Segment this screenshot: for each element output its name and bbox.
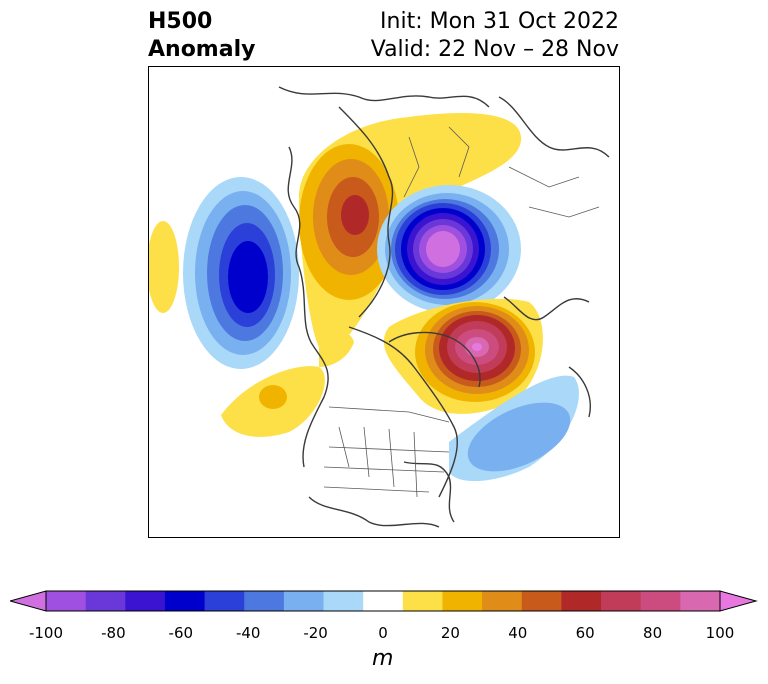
colorbar-bin	[363, 591, 404, 611]
valid-range-label: Valid: 22 Nov – 28 Nov	[370, 37, 619, 62]
colorbar-bin	[640, 591, 681, 611]
colorbar-tick-label: 20	[440, 624, 460, 642]
colorbar-tick-label: 0	[378, 624, 388, 642]
anomaly-contours	[149, 113, 579, 482]
init-time-label: Init: Mon 31 Oct 2022	[380, 9, 619, 34]
colorbar-tick-label: -40	[235, 624, 261, 642]
colorbar-tick-label: 100	[705, 624, 735, 642]
colorbar-bin	[521, 591, 562, 611]
colorbar-bin	[323, 591, 364, 611]
colorbar-max-extend	[719, 590, 758, 612]
colorbar-tick-label: -20	[303, 624, 328, 642]
colorbar-bin	[601, 591, 642, 611]
colorbar-bin	[164, 591, 206, 611]
colorbar-bin	[442, 591, 483, 611]
colorbar-bin	[482, 591, 523, 611]
colorbar-bin	[680, 591, 721, 611]
coastlines	[278, 86, 610, 528]
valid-time-header: Init: Mon 31 Oct 2022 Valid: 22 Nov – 28…	[371, 8, 619, 64]
colorbar-bins	[46, 591, 721, 611]
colorbar-min-extend	[10, 590, 47, 612]
colorbar	[10, 590, 758, 612]
colorbar-bin	[85, 591, 126, 611]
colorbar-bin	[283, 591, 325, 611]
colorbar-bin	[125, 591, 166, 611]
colorbar-bin	[561, 591, 602, 611]
political-borders	[323, 126, 600, 498]
map-title: H500 Anomaly	[148, 8, 255, 64]
colorbar-bin	[402, 591, 443, 611]
title-line-type: Anomaly	[148, 37, 256, 62]
title-line-variable: H500	[148, 9, 213, 34]
anomaly-map-svg	[149, 86, 610, 528]
polar-map	[148, 66, 620, 538]
colorbar-tick-label: 80	[643, 624, 663, 642]
colorbar-bin	[46, 591, 87, 611]
colorbar-tick-label: 60	[575, 624, 595, 642]
colorbar-outline	[45, 590, 721, 612]
colorbar-tick-label: 40	[508, 624, 528, 642]
colorbar-bin	[244, 591, 285, 611]
colorbar-tick-label: -60	[168, 624, 194, 642]
colorbar-unit-label: m	[372, 646, 394, 671]
colorbar-tick-label: -100	[28, 624, 64, 642]
colorbar-tick-label: -80	[101, 624, 126, 642]
colorbar-bin	[204, 591, 245, 611]
